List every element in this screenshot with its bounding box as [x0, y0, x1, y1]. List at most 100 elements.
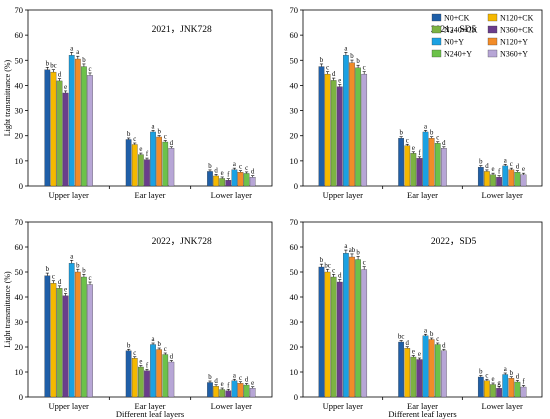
bar — [410, 153, 417, 187]
legend-swatch — [487, 37, 498, 46]
legend-label: N120+Y — [500, 38, 528, 47]
y-tick-label: 50 — [290, 267, 299, 277]
chart-title: 2021，JNK728 — [152, 25, 212, 35]
y-tick-label: 30 — [290, 317, 299, 327]
bar — [422, 335, 429, 398]
significance-label: d — [442, 140, 446, 147]
bar — [237, 172, 244, 187]
significance-label: c — [245, 165, 248, 172]
significance-label: b — [76, 262, 80, 269]
significance-label: c — [52, 274, 55, 281]
bar — [520, 386, 527, 398]
bar — [231, 380, 238, 398]
x-tick-label: Lower layer — [211, 401, 252, 411]
bar — [349, 62, 355, 187]
bar — [349, 256, 355, 398]
significance-label: a — [233, 161, 236, 168]
bar — [150, 344, 156, 398]
significance-label: b — [208, 374, 212, 381]
significance-label: a — [424, 123, 427, 130]
significance-label: c — [89, 275, 92, 282]
bar — [162, 141, 169, 187]
bar — [324, 271, 331, 398]
significance-label: b — [510, 370, 514, 377]
legend-swatch — [431, 49, 442, 58]
significance-label: b — [356, 58, 360, 65]
significance-label: g — [497, 380, 501, 387]
y-tick-label: 0 — [19, 392, 23, 402]
significance-label: d — [332, 71, 336, 78]
significance-label: c — [164, 133, 167, 140]
significance-label: e — [418, 351, 421, 358]
significance-label: d — [58, 279, 62, 286]
bar — [508, 169, 515, 187]
y-tick-label: 40 — [290, 80, 299, 90]
plot-frame — [302, 221, 543, 398]
bar — [249, 177, 256, 187]
legend-label: N360+CK — [500, 26, 534, 35]
bar — [428, 138, 435, 187]
y-tick-label: 20 — [15, 342, 24, 352]
bar — [336, 281, 343, 398]
significance-label: d — [485, 163, 489, 170]
significance-label: e — [251, 380, 254, 387]
bar — [213, 175, 219, 187]
y-tick-label: 0 — [294, 392, 298, 402]
significance-label: c — [164, 346, 167, 353]
legend-label: N240+CK — [444, 26, 478, 35]
significance-label: d — [406, 340, 410, 347]
significance-label: e — [64, 84, 67, 91]
bar — [144, 159, 150, 187]
significance-label: c — [89, 66, 92, 73]
y-tick-label: 30 — [290, 106, 299, 116]
bar — [428, 339, 435, 398]
bar — [144, 370, 150, 398]
bar — [502, 165, 509, 187]
x-axis-label: Different leaf layers — [116, 409, 184, 419]
bar — [520, 174, 527, 187]
significance-label: b — [320, 257, 324, 264]
significance-label: c — [133, 350, 136, 357]
x-tick-label: Ear layer — [135, 190, 166, 200]
bar — [150, 131, 156, 187]
significance-label: a — [504, 366, 507, 373]
bar — [50, 71, 57, 187]
bar — [440, 148, 447, 187]
bar — [243, 384, 250, 398]
significance-label: bc — [398, 334, 404, 341]
significance-label: b — [320, 57, 324, 64]
bar — [514, 381, 521, 398]
bar — [398, 341, 405, 398]
bar — [162, 354, 169, 398]
bar — [137, 366, 144, 398]
bar — [87, 75, 93, 187]
bar — [422, 131, 429, 187]
bar — [318, 266, 325, 398]
significance-label: bc — [50, 63, 56, 70]
bar — [50, 283, 57, 398]
plot-frame — [302, 9, 543, 187]
significance-label: e — [139, 359, 142, 366]
significance-label: f — [522, 379, 525, 386]
bar — [324, 73, 331, 187]
bar — [213, 386, 219, 398]
x-tick-label: Lower layer — [211, 190, 252, 200]
plot-frame — [27, 9, 273, 187]
significance-label: d — [442, 342, 446, 349]
significance-label: a — [76, 49, 79, 56]
significance-label: b — [157, 341, 161, 348]
significance-label: ab — [349, 247, 356, 254]
chart-title: 2022，JNK728 — [152, 237, 212, 247]
significance-label: f — [227, 382, 230, 389]
significance-label: d — [245, 377, 249, 384]
y-tick-label: 10 — [15, 367, 24, 377]
legend-label: N240+Y — [444, 50, 472, 59]
bar — [336, 86, 343, 187]
y-axis-label: Light transmittance (%) — [3, 59, 12, 136]
bar — [125, 350, 132, 398]
legend-swatch — [487, 49, 498, 58]
plot-frame — [27, 221, 273, 398]
significance-label: b — [479, 369, 483, 376]
